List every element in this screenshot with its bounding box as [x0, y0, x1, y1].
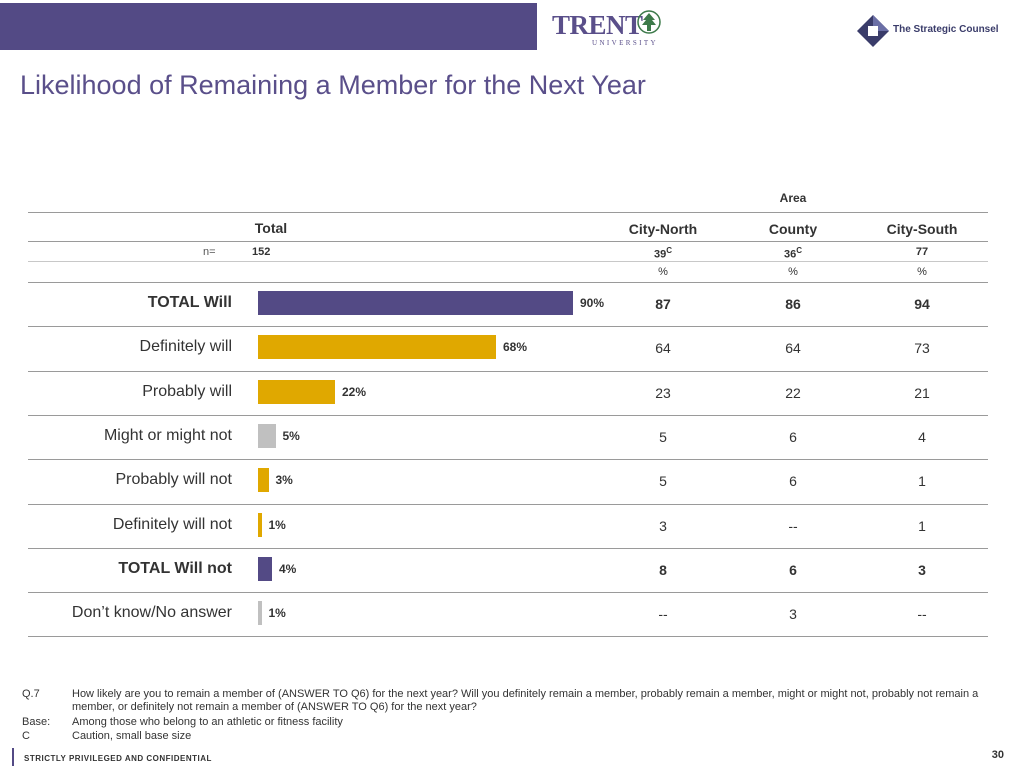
row-label-total-will-not: TOTAL Will not	[118, 559, 232, 577]
footer-mark	[12, 748, 14, 766]
row-label-probably-will-not: Probably will not	[115, 471, 233, 489]
strategic-counsel-name: The Strategic Counsel	[893, 24, 999, 35]
n-city-north: 39C	[653, 246, 673, 261]
cell-don-t-know-no-answer-city-north: --	[658, 606, 668, 623]
cell-total-will-city-north: 87	[655, 296, 671, 312]
area-header: Area	[779, 191, 807, 205]
footnote-key: Q.7	[22, 688, 40, 700]
n-label: n=	[203, 246, 216, 258]
trent-logo-wordmark: TRENT	[552, 10, 643, 40]
cell-might-or-might-not-city-south: 4	[918, 428, 926, 445]
bar-total-will-not	[258, 556, 272, 581]
row-label-might-or-might-not: Might or might not	[103, 426, 232, 444]
confidential-notice: STRICTLY PRIVILEGED AND CONFIDENTIAL	[24, 754, 212, 763]
trent-university-logo: TRENT UNIVERSITY	[552, 10, 664, 52]
cell-total-will-not-county: 6	[789, 561, 797, 578]
pct-city-south: %	[917, 266, 927, 278]
cell-don-t-know-no-answer-city-south: --	[917, 606, 927, 623]
cell-definitely-will-city-south: 73	[914, 340, 930, 357]
bar-definitely-will	[258, 335, 496, 360]
bar-definitely-will-not	[258, 512, 262, 537]
cell-definitely-will-not-city-north: 3	[659, 517, 667, 534]
header-rule	[28, 241, 988, 242]
row-label-definitely-will: Definitely will	[139, 338, 232, 356]
bar-value-label-total-will-not: 4%	[279, 561, 297, 576]
n-city-south: 77	[915, 246, 929, 258]
cell-probably-will-not-city-north: 5	[659, 473, 667, 490]
column-header-city-south: City-South	[886, 221, 958, 237]
footnote-key: Base:	[22, 716, 51, 728]
bar-might-or-might-not	[258, 423, 276, 448]
cell-probably-will-not-county: 6	[789, 473, 797, 490]
footnote-text: Among those who belong to an athletic or…	[72, 716, 343, 728]
page-title: Likelihood of Remaining a Member for the…	[20, 70, 646, 100]
row-rule	[28, 414, 988, 416]
cell-probably-will-not-city-south: 1	[918, 473, 926, 490]
footnote-key: C	[22, 730, 30, 742]
cell-total-will-county: 86	[785, 296, 801, 312]
n-rule	[28, 261, 988, 262]
cell-probably-will-city-north: 23	[655, 384, 671, 401]
diamond-icon	[857, 15, 889, 47]
column-header-county: County	[768, 221, 818, 237]
page-number: 30	[991, 749, 1004, 761]
column-header-city-north: City-North	[628, 221, 698, 237]
cell-might-or-might-not-county: 6	[789, 428, 797, 445]
row-label-don-t-know-no-answer: Don’t know/No answer	[71, 604, 232, 622]
total-header: Total	[254, 220, 288, 236]
bar-probably-will	[258, 379, 335, 404]
bar-probably-will-not	[258, 468, 269, 493]
cell-definitely-will-not-county: --	[788, 517, 798, 534]
cell-definitely-will-not-city-south: 1	[918, 517, 926, 534]
cell-definitely-will-city-north: 64	[655, 340, 671, 357]
bar-value-label-might-or-might-not: 5%	[282, 428, 300, 443]
header-banner	[0, 3, 537, 50]
n-county: 36C	[783, 246, 803, 261]
row-label-definitely-will-not: Definitely will not	[112, 515, 232, 533]
row-rule	[28, 592, 988, 594]
cell-don-t-know-no-answer-county: 3	[789, 606, 797, 623]
cell-total-will-not-city-south: 3	[918, 561, 926, 578]
cell-probably-will-county: 22	[785, 384, 801, 401]
bar-value-label-probably-will-not: 3%	[275, 473, 293, 488]
cell-might-or-might-not-city-north: 5	[659, 428, 667, 445]
bar-don-t-know-no-answer	[258, 601, 262, 626]
row-rule	[28, 503, 988, 505]
cell-definitely-will-county: 64	[785, 340, 801, 357]
pct-county: %	[788, 266, 798, 278]
row-rule	[28, 370, 988, 372]
table-top-rule	[28, 212, 988, 213]
bar-value-label-don-t-know-no-answer: 1%	[268, 606, 286, 621]
footnote-text: Caution, small base size	[72, 730, 192, 742]
pct-city-north: %	[658, 266, 668, 278]
chart-top-rule	[28, 282, 988, 283]
total-n: 152	[252, 246, 271, 258]
cell-probably-will-city-south: 21	[914, 384, 930, 401]
cell-total-will-not-city-north: 8	[659, 561, 667, 578]
row-label-total-will: TOTAL Will	[147, 294, 232, 311]
row-rule	[28, 636, 988, 638]
footnote-text: How likely are you to remain a member of…	[72, 688, 979, 713]
row-label-probably-will: Probably will	[142, 382, 232, 400]
bar-total-will	[258, 291, 573, 315]
row-rule	[28, 547, 988, 549]
trent-logo-subtitle: UNIVERSITY	[592, 39, 658, 47]
strategic-counsel-logo: The Strategic Counsel	[856, 14, 999, 48]
row-rule	[28, 459, 988, 461]
tree-icon	[637, 10, 661, 34]
bar-value-label-total-will: 90%	[580, 296, 605, 310]
row-rule	[28, 326, 988, 328]
bar-value-label-definitely-will-not: 1%	[268, 517, 286, 532]
cell-total-will-city-south: 94	[914, 296, 930, 312]
bar-value-label-definitely-will: 68%	[503, 340, 528, 355]
bar-value-label-probably-will: 22%	[342, 384, 367, 399]
